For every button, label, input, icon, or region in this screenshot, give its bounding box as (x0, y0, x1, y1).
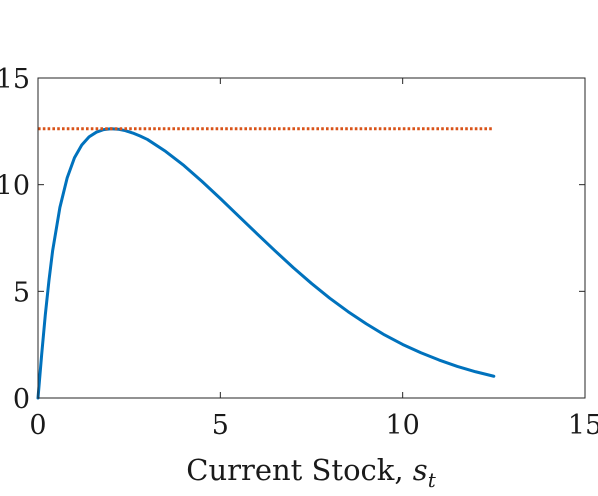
x-tick-label: 5 (212, 410, 229, 441)
x-tick-label: 0 (29, 410, 46, 441)
x-axis-title-prefix: Current Stock, (186, 453, 413, 487)
y-tick-label: 5 (13, 277, 30, 308)
series-layer (36, 127, 496, 400)
y-axis-ticks: 0 5 10 15 (0, 64, 585, 415)
series-line-1 (36, 127, 496, 400)
x-tick-label: 15 (568, 410, 598, 441)
y-tick-label: 10 (0, 171, 30, 202)
y-tick-label: 15 (0, 64, 30, 95)
plot-frame (37, 77, 586, 399)
x-axis-title-subscript: t (428, 468, 437, 492)
y-tick-label: 0 (13, 384, 30, 415)
x-axis-title-symbol: s (413, 453, 428, 487)
plot-area (38, 78, 585, 398)
x-axis-ticks: 0 5 10 15 (29, 78, 598, 441)
x-tick-label: 10 (385, 410, 419, 441)
x-axis-title: Current Stock, st (186, 453, 436, 492)
